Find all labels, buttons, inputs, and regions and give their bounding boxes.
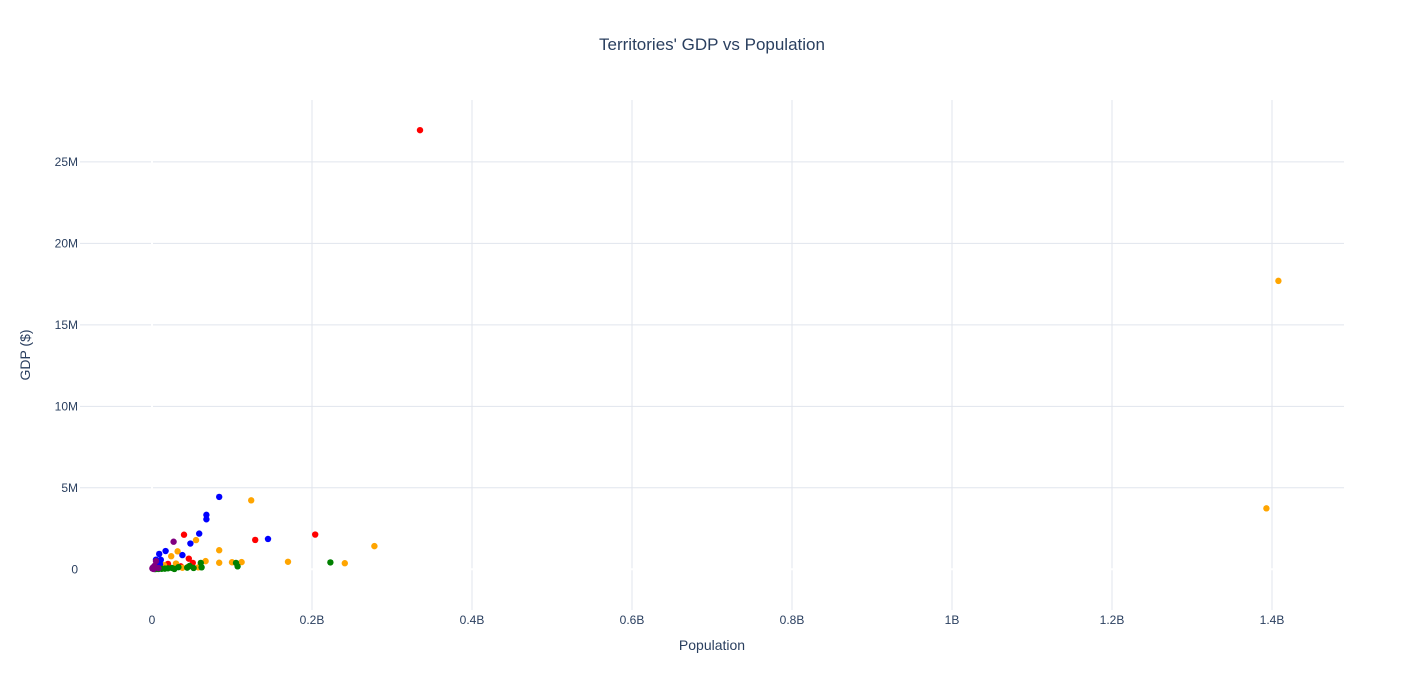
data-point[interactable] [184, 564, 191, 571]
data-point[interactable] [203, 516, 210, 523]
y-tick-label: 0 [71, 562, 78, 576]
data-point[interactable] [152, 557, 160, 565]
y-tick-label: 10M [55, 399, 78, 413]
data-point[interactable] [284, 558, 292, 565]
data-point[interactable] [341, 560, 348, 567]
data-point[interactable] [1275, 277, 1282, 285]
data-point[interactable] [216, 547, 223, 554]
x-tick-label: 0.4B [460, 613, 485, 627]
data-point[interactable] [171, 565, 178, 573]
data-point[interactable] [150, 565, 157, 573]
data-point[interactable] [168, 553, 175, 560]
data-point[interactable] [1263, 505, 1270, 512]
data-point[interactable] [155, 564, 162, 572]
y-tick-label: 20M [55, 236, 78, 250]
data-point[interactable] [190, 564, 197, 572]
x-tick-label: 1.4B [1260, 613, 1285, 627]
data-point[interactable] [198, 564, 205, 571]
data-point[interactable] [174, 548, 181, 555]
y-tick-label: 25M [55, 155, 78, 169]
data-point[interactable] [192, 536, 200, 544]
x-tick-label: 1B [945, 613, 960, 627]
data-point[interactable] [187, 540, 194, 547]
tick-layer: 0 5M 10M 15M 20M 25M 0 0.2B 0.4B 0.6B 0.8B 1B 1.2B 1.… [55, 155, 1285, 627]
data-point[interactable] [202, 557, 209, 565]
data-point[interactable] [252, 536, 259, 544]
data-point[interactable] [238, 558, 245, 566]
chart-title: Territories' GDP vs Population [599, 35, 825, 54]
x-tick-label: 0.8B [780, 613, 805, 627]
data-point[interactable] [156, 550, 163, 558]
y-tick-label: 5M [61, 481, 78, 495]
data-point[interactable] [248, 497, 255, 504]
data-point[interactable] [203, 511, 210, 519]
y-tick-label: 15M [55, 318, 78, 332]
data-point[interactable] [312, 531, 319, 538]
x-tick-label: 1.2B [1100, 613, 1125, 627]
data-point[interactable] [371, 542, 378, 550]
x-tick-label: 0 [149, 613, 156, 627]
x-axis-title: Population [679, 637, 745, 653]
data-point[interactable] [179, 551, 186, 559]
data-point[interactable] [185, 555, 192, 562]
x-tick-label: 0.2B [300, 613, 325, 627]
data-point[interactable] [216, 493, 223, 501]
data-point[interactable] [196, 530, 203, 537]
x-tick-label: 0.6B [620, 613, 645, 627]
y-axis-title: GDP ($) [17, 329, 33, 380]
data-point[interactable] [180, 531, 188, 538]
data-point[interactable] [234, 563, 241, 570]
grid-layer [80, 100, 1344, 610]
data-point[interactable] [170, 538, 177, 545]
data-point[interactable] [216, 559, 223, 566]
data-point[interactable] [162, 547, 169, 555]
point-layer [149, 126, 1282, 573]
data-point[interactable] [416, 126, 424, 134]
data-point[interactable] [264, 535, 272, 543]
data-point[interactable] [327, 559, 334, 566]
